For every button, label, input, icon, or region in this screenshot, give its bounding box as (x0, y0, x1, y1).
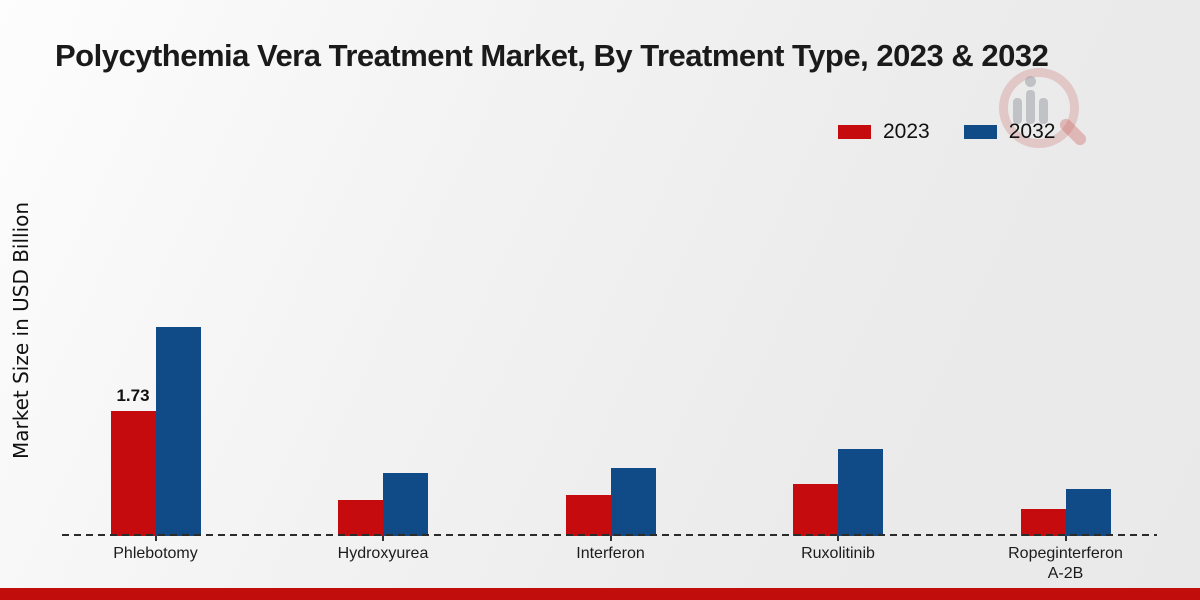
bar-2032-phlebotomy (155, 327, 201, 536)
x-axis-tick-ruxolitinib (837, 536, 839, 541)
x-axis-dashed-baseline (62, 534, 1157, 536)
x-axis-tick-hydroxyurea (382, 536, 384, 541)
legend-swatch-2023 (838, 125, 871, 139)
bar-2023-interferon (565, 495, 611, 536)
magnifier-bar-chart-logo-icon (995, 66, 1095, 150)
logo-bar-left (1013, 98, 1022, 124)
logo-lens-circle (999, 68, 1079, 148)
legend-swatch-2032 (963, 125, 997, 139)
bar-2032-ruxolitinib (838, 449, 883, 536)
logo-person-head (1025, 76, 1036, 87)
x-axis-tick-ropeginterferon-a-2b (1064, 536, 1067, 541)
legend-label-2023: 2023 (883, 120, 930, 143)
bar-2032-hydroxyurea (383, 473, 428, 536)
category-label-phlebotomy: Phlebotomy (113, 545, 198, 562)
category-label-interferon: Interferon (576, 545, 645, 562)
bar-2023-hydroxyurea (338, 500, 383, 536)
x-axis-tick-phlebotomy (154, 536, 157, 541)
legend-item-2032: 2032 (963, 120, 1056, 144)
bar-value-label-phlebotomy-2023: 1.73 (116, 386, 150, 405)
logo-bar-right (1039, 98, 1048, 124)
x-axis-tick-interferon (609, 536, 612, 541)
logo-bar-middle (1026, 90, 1035, 124)
category-label-ropeginterferon-a-2b: Ropeginterferon A-2B (1008, 545, 1123, 582)
bar-2032-interferon (610, 468, 656, 536)
legend-item-2023: 2023 (838, 120, 930, 144)
footer-red-band (0, 588, 1200, 600)
category-label-ruxolitinib: Ruxolitinib (801, 545, 875, 562)
bar-2023-phlebotomy (110, 411, 156, 536)
chart-title: Polycythemia Vera Treatment Market, By T… (55, 38, 1049, 73)
legend-label-2032: 2032 (1008, 120, 1056, 143)
category-label-hydroxyurea: Hydroxyurea (337, 545, 429, 562)
y-axis-label: Market Size in USD Billion (9, 201, 33, 459)
bar-2023-ropeginterferon-a-2b (1020, 509, 1066, 536)
legend: 2023 2032 (838, 120, 1055, 144)
bar-2023-ruxolitinib (793, 484, 838, 536)
bar-2032-ropeginterferon-a-2b (1065, 489, 1111, 536)
